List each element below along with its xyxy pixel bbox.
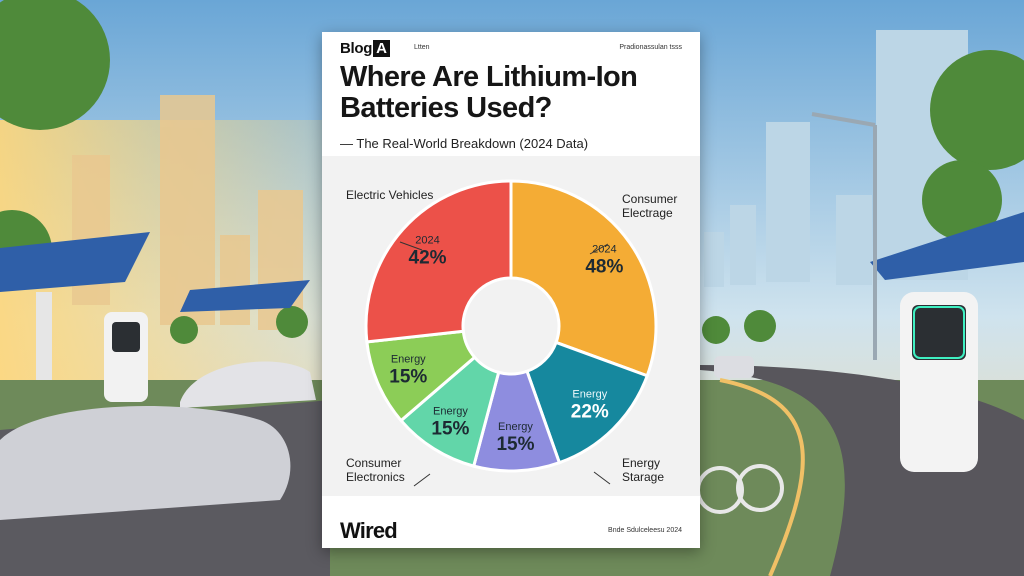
brand-text: Blog	[340, 40, 373, 57]
brand-badge: A	[373, 40, 390, 57]
road-line	[719, 378, 805, 576]
legend-label-consumer-electronics: Consumer Electronics	[346, 456, 405, 484]
slice-label-top-2: Energy	[498, 421, 533, 433]
brand-logo: Blog A	[340, 40, 390, 57]
leader-line-3	[413, 473, 431, 487]
donut-chart: 202448%Energy22%Energy15%Energy15%Energy…	[364, 179, 658, 487]
donut-slice-0	[509, 179, 658, 378]
donut-slice-1	[525, 340, 650, 465]
slice-label-value-5: 42%	[409, 247, 447, 268]
legend-label-consumer-electrage: Consumer Electrage	[622, 192, 678, 220]
cars	[0, 356, 754, 520]
slice-label-top-3: Energy	[433, 406, 468, 418]
slice-label-value-4: 15%	[389, 367, 427, 388]
infographic-card: Blog A Ltten Pradionassulan tsss Where Ar…	[322, 32, 700, 548]
leader-line-2	[593, 471, 611, 485]
page-subtitle: — The Real-World Breakdown (2024 Data)	[340, 136, 589, 151]
slice-label-value-0: 48%	[585, 257, 623, 278]
slice-label-value-3: 15%	[431, 419, 469, 440]
slice-label-top-1: Energy	[572, 389, 607, 401]
slice-label-value-2: 15%	[496, 434, 534, 455]
street-lamp	[811, 112, 877, 360]
solar-panels	[0, 212, 1024, 392]
leader-line-1	[589, 243, 609, 255]
donut-slice-5	[364, 179, 513, 344]
slice-label-top-5: 2024	[415, 234, 439, 246]
page-title: Where Are Lithium-Ion Batteries Used?	[340, 61, 638, 124]
header-meta: Pradionassulan tsss	[619, 44, 682, 51]
footer-meta: Bnde Sdulceleesu 2024	[608, 527, 682, 534]
slice-label-top-0: 2024	[592, 244, 616, 256]
slice-label-top-4: Energy	[391, 354, 426, 366]
footer-logo: Wired	[340, 518, 398, 543]
charging-stations	[104, 292, 978, 472]
legend-label-electric-vehicles: Electric Vehicles	[346, 188, 434, 202]
brand-subtext: Ltten	[414, 44, 430, 51]
leader-line-0	[399, 241, 423, 251]
slice-label-value-1: 22%	[571, 402, 609, 423]
legend-label-energy-storage: Energy Starage	[622, 456, 665, 484]
